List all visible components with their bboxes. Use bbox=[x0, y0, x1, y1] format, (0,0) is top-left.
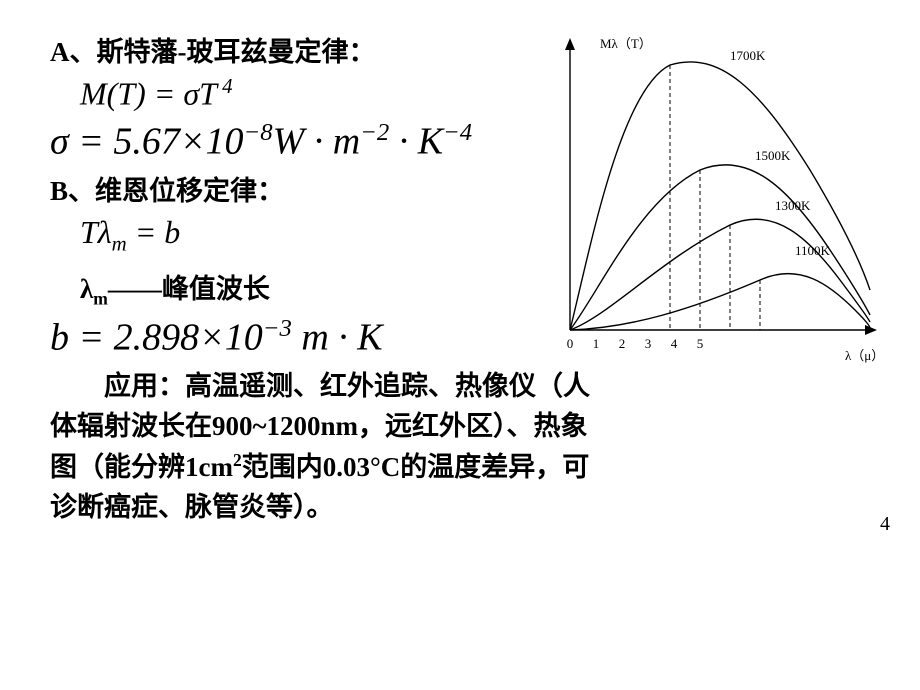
formula-wien: Tλm = b bbox=[80, 214, 550, 256]
blackbody-chart: Mλ（T） λ（μ） 0 1 2 3 4 5 1700K 1500K 1300K 1100K bbox=[530, 30, 890, 380]
svg-text:4: 4 bbox=[671, 336, 678, 351]
svg-text:1300K: 1300K bbox=[775, 198, 811, 213]
svg-text:Mλ（T）: Mλ（T） bbox=[600, 36, 652, 51]
svg-text:0: 0 bbox=[567, 336, 574, 351]
svg-text:2: 2 bbox=[619, 336, 626, 351]
svg-text:5: 5 bbox=[697, 336, 704, 351]
applications-line4: 诊断癌症、脉管炎等）。 bbox=[50, 487, 880, 528]
svg-text:1100K: 1100K bbox=[795, 243, 831, 258]
applications-line2: 体辐射波长在900~1200nm，远红外区）、热象 bbox=[50, 406, 880, 447]
b-constant: b = 2.898×10−3 m · K bbox=[50, 315, 550, 360]
svg-text:3: 3 bbox=[645, 336, 652, 351]
svg-text:λ（μ）: λ（μ） bbox=[845, 348, 884, 363]
svg-text:1500K: 1500K bbox=[755, 148, 791, 163]
svg-text:1700K: 1700K bbox=[730, 48, 766, 63]
lambda-m-label: λm——峰值波长 bbox=[80, 267, 550, 309]
section-a-heading: A、斯特藩-玻耳兹曼定律： bbox=[50, 30, 550, 69]
applications-line3: 图（能分辨1cm2范围内0.03°C的温度差异，可 bbox=[50, 447, 880, 488]
formula-stefan: M(T) = σT 4 bbox=[80, 75, 550, 113]
section-b-heading: B、维恩位移定律： bbox=[50, 169, 550, 208]
svg-text:1: 1 bbox=[593, 336, 600, 351]
page-number: 4 bbox=[880, 513, 890, 536]
sigma-constant: σ = 5.67×10−8W · m−2 · K−4 bbox=[50, 119, 550, 164]
